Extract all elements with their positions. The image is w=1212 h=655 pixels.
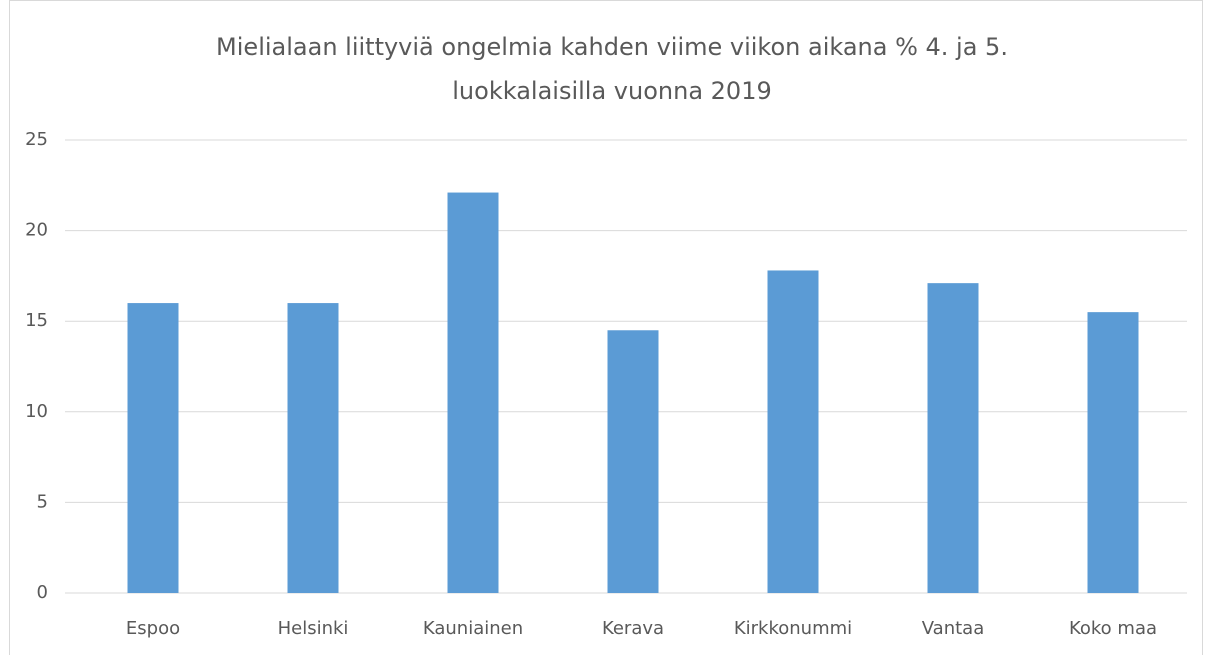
- y-tick-label: 15: [25, 310, 48, 331]
- y-tick-label: 20: [25, 220, 48, 241]
- bar: [447, 192, 499, 593]
- bar: [927, 283, 979, 593]
- x-tick-label: Kauniainen: [423, 618, 523, 639]
- x-tick-label: Helsinki: [278, 618, 349, 639]
- bar: [127, 303, 179, 593]
- chart-title: Mielialaan liittyviä ongelmia kahden vii…: [216, 33, 1008, 61]
- bar: [607, 330, 659, 593]
- x-tick-label: Koko maa: [1069, 618, 1157, 639]
- y-tick-label: 10: [25, 401, 48, 422]
- y-tick-label: 5: [37, 491, 48, 512]
- y-tick-label: 25: [25, 129, 48, 150]
- x-tick-label: Espoo: [126, 618, 180, 639]
- bar: [287, 303, 339, 593]
- x-tick-label: Kirkkonummi: [734, 618, 852, 639]
- bar: [1087, 312, 1139, 593]
- y-tick-label: 0: [37, 582, 48, 603]
- bar: [767, 270, 819, 593]
- chart-title: luokkalaisilla vuonna 2019: [452, 77, 771, 105]
- chart-border: [9, 0, 1203, 655]
- x-tick-label: Vantaa: [922, 618, 984, 639]
- x-tick-label: Kerava: [602, 618, 664, 639]
